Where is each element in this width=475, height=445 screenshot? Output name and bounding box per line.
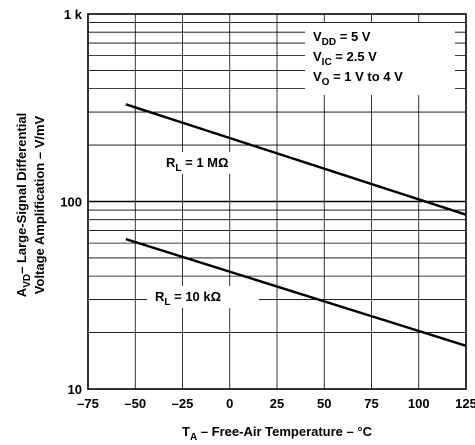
y-tick-label: 10 [68, 382, 82, 397]
x-tick-label: –25 [172, 396, 194, 411]
x-tick-label: 100 [408, 396, 430, 411]
y-axis-label-line1: AVD– Large-Signal Differential [14, 113, 33, 297]
series-lines [125, 103, 467, 347]
x-tick-label: 0 [226, 396, 233, 411]
series-line-1 [125, 237, 467, 347]
x-tick-label: –50 [124, 396, 146, 411]
series-label-bg [147, 286, 259, 308]
x-axis-label: TA – Free-Air Temperature – °C [182, 424, 373, 443]
y-axis-label-line2: Voltage Amplification – V/mV [32, 115, 47, 294]
x-tick-label: 125 [455, 396, 475, 411]
series-label-rl-10k: RL = 10 kΩ [155, 289, 221, 308]
x-tick-label: 75 [364, 396, 378, 411]
condition-vo: VO = 1 V to 4 V [313, 69, 403, 88]
y-tick-label: 100 [60, 195, 82, 210]
x-tick-label: –75 [77, 396, 99, 411]
y-tick-label: 1 k [64, 7, 83, 22]
series-label-rl-1m: RL = 1 MΩ [166, 155, 228, 174]
plot-frame [87, 13, 467, 390]
tick-labels: –75 –50 –25 0 25 50 75 100 125 10 100 1 k [60, 7, 475, 411]
condition-vdd: VDD = 5 V [313, 29, 371, 48]
x-tick-label: 25 [270, 396, 284, 411]
x-tick-label: 50 [317, 396, 331, 411]
series-label-bg [158, 152, 262, 174]
series-line-0 [125, 103, 467, 216]
condition-vic: VIC = 2.5 V [313, 49, 377, 68]
conditions-box [305, 23, 455, 95]
